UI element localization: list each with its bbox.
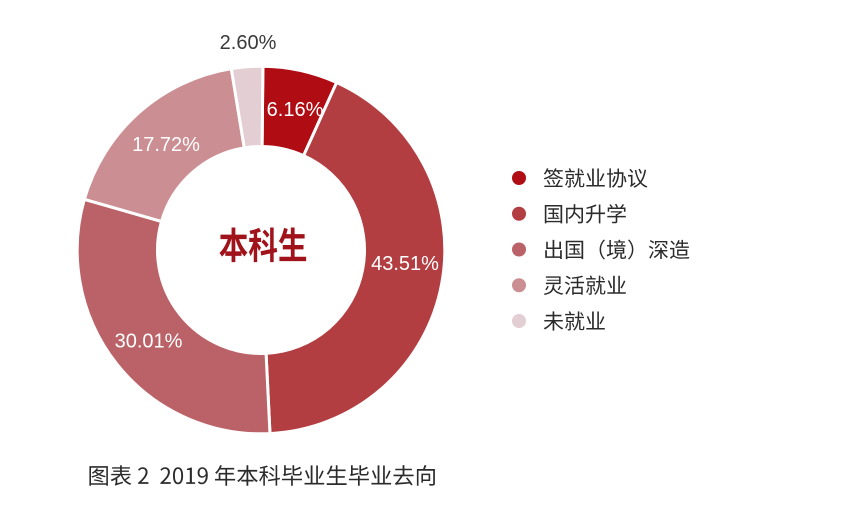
svg-text:17.72%: 17.72% xyxy=(132,134,200,156)
svg-text:30.01%: 30.01% xyxy=(115,331,183,353)
svg-text:6.16%: 6.16% xyxy=(267,99,324,121)
svg-text:43.51%: 43.51% xyxy=(371,253,439,275)
svg-text:2.60%: 2.60% xyxy=(220,32,277,54)
